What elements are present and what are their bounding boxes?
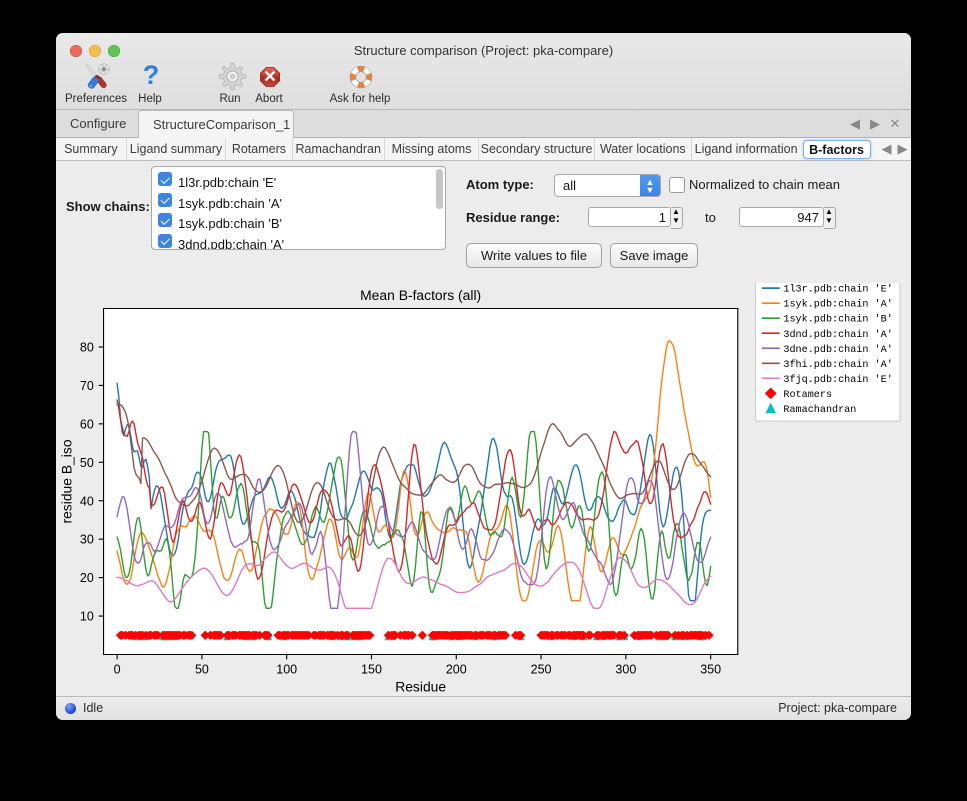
svg-text:30: 30 — [80, 533, 94, 547]
svg-text:300: 300 — [615, 662, 636, 676]
svg-text:10: 10 — [80, 610, 94, 624]
svg-text:50: 50 — [80, 456, 94, 470]
svg-text:3dnd.pdb:chain 'A': 3dnd.pdb:chain 'A' — [783, 329, 892, 341]
svg-text:1l3r.pdb:chain 'E': 1l3r.pdb:chain 'E' — [783, 284, 892, 296]
svg-text:Rotamers: Rotamers — [783, 390, 832, 401]
svg-text:80: 80 — [80, 340, 94, 354]
svg-text:50: 50 — [195, 662, 209, 676]
svg-text:Ramachandran: Ramachandran — [783, 404, 856, 416]
svg-text:40: 40 — [80, 494, 94, 508]
svg-text:residue B_iso: residue B_iso — [58, 439, 74, 523]
svg-text:Mean B-factors (all): Mean B-factors (all) — [360, 287, 481, 303]
svg-text:70: 70 — [80, 379, 94, 393]
svg-text:0: 0 — [114, 662, 121, 676]
svg-text:1syk.pdb:chain 'A': 1syk.pdb:chain 'A' — [783, 299, 892, 311]
svg-text:3fhi.pdb:chain 'A': 3fhi.pdb:chain 'A' — [783, 359, 892, 371]
svg-text:3dne.pdb:chain 'A': 3dne.pdb:chain 'A' — [783, 344, 892, 356]
svg-text:350: 350 — [700, 662, 721, 676]
svg-text:3fjq.pdb:chain 'E': 3fjq.pdb:chain 'E' — [783, 374, 892, 386]
svg-text:60: 60 — [80, 417, 94, 431]
svg-text:1syk.pdb:chain 'B': 1syk.pdb:chain 'B' — [783, 314, 892, 326]
svg-text:100: 100 — [276, 662, 297, 676]
svg-text:?: ? — [143, 61, 160, 90]
svg-text:200: 200 — [446, 662, 467, 676]
svg-text:150: 150 — [361, 662, 382, 676]
svg-text:20: 20 — [80, 571, 94, 585]
svg-text:Residue: Residue — [395, 678, 446, 693]
svg-text:250: 250 — [531, 662, 552, 676]
